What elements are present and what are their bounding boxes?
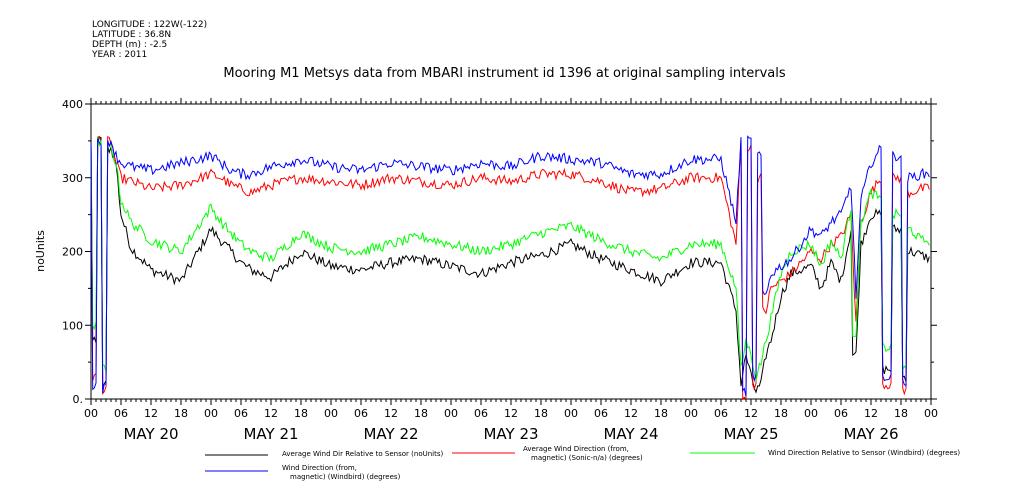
x-tick-label: 18 bbox=[534, 407, 548, 420]
y-tick-label: 400 bbox=[62, 98, 83, 111]
chart-title: Mooring M1 Metsys data from MBARI instru… bbox=[223, 66, 786, 81]
x-tick-label: 06 bbox=[474, 407, 488, 420]
day-label: MAY 26 bbox=[843, 425, 898, 443]
station-metadata: LONGITUDE : 122W(-122) LATITUDE : 36.8N … bbox=[92, 20, 207, 60]
series-line-3 bbox=[90, 136, 930, 381]
x-tick-label: 00 bbox=[324, 407, 338, 420]
day-label: MAY 20 bbox=[123, 425, 178, 443]
x-tick-label: 18 bbox=[294, 407, 308, 420]
x-tick-label: 06 bbox=[594, 407, 608, 420]
y-tick-label: 100 bbox=[62, 319, 83, 332]
x-tick-label: 06 bbox=[234, 407, 248, 420]
x-tick-label: 12 bbox=[264, 407, 278, 420]
day-label: MAY 22 bbox=[363, 425, 418, 443]
x-tick-label: 12 bbox=[864, 407, 878, 420]
x-tick-label: 12 bbox=[744, 407, 758, 420]
x-tick-label: 18 bbox=[414, 407, 428, 420]
day-label: MAY 24 bbox=[603, 425, 658, 443]
x-tick-label: 00 bbox=[924, 407, 938, 420]
x-tick-label: 18 bbox=[894, 407, 908, 420]
x-tick-label: 06 bbox=[114, 407, 128, 420]
series-line-4 bbox=[90, 135, 930, 397]
x-tick-label: 12 bbox=[384, 407, 398, 420]
legend-label-2: Average Wind Direction (from, magnetic) (… bbox=[523, 445, 643, 462]
y-axis-label: noUnits bbox=[34, 230, 47, 272]
y-tick-label: 200 bbox=[62, 246, 83, 259]
depth-label: DEPTH (m) : -2.5 bbox=[92, 40, 168, 50]
x-tick-label: 18 bbox=[654, 407, 668, 420]
series-line-2 bbox=[90, 135, 930, 401]
x-tick-label: 00 bbox=[804, 407, 818, 420]
x-tick-label: 00 bbox=[564, 407, 578, 420]
day-label: MAY 21 bbox=[243, 425, 298, 443]
x-tick-label: 00 bbox=[84, 407, 98, 420]
x-tick-label: 00 bbox=[444, 407, 458, 420]
day-label: MAY 25 bbox=[723, 425, 778, 443]
legend-label-4: Wind Direction (from, magnetic) (Windbird… bbox=[282, 464, 401, 481]
day-label: MAY 23 bbox=[483, 425, 538, 443]
y-tick-label: 300 bbox=[62, 172, 83, 185]
longitude-label: LONGITUDE : 122W(-122) bbox=[92, 20, 208, 30]
x-tick-label: 18 bbox=[774, 407, 788, 420]
year-label: YEAR : 2011 bbox=[92, 50, 148, 60]
series-line-1 bbox=[90, 136, 930, 394]
x-tick-label: 00 bbox=[204, 407, 218, 420]
x-tick-label: 18 bbox=[174, 407, 188, 420]
x-tick-label: 12 bbox=[504, 407, 518, 420]
x-tick-label: 12 bbox=[144, 407, 158, 420]
legend-label-1: Average Wind Dir Relative to Sensor (noU… bbox=[282, 450, 443, 458]
latitude-label: LATITUDE : 36.8N bbox=[92, 30, 172, 40]
x-tick-label: 12 bbox=[624, 407, 638, 420]
legend-label-3: Wind Direction Relative to Sensor (Windb… bbox=[768, 449, 960, 457]
x-tick-label: 06 bbox=[834, 407, 848, 420]
x-tick-label: 06 bbox=[714, 407, 728, 420]
x-tick-label: 06 bbox=[354, 407, 368, 420]
y-tick-label: 0. bbox=[73, 393, 84, 406]
plot-area-frame bbox=[90, 103, 932, 400]
x-tick-label: 00 bbox=[684, 407, 698, 420]
